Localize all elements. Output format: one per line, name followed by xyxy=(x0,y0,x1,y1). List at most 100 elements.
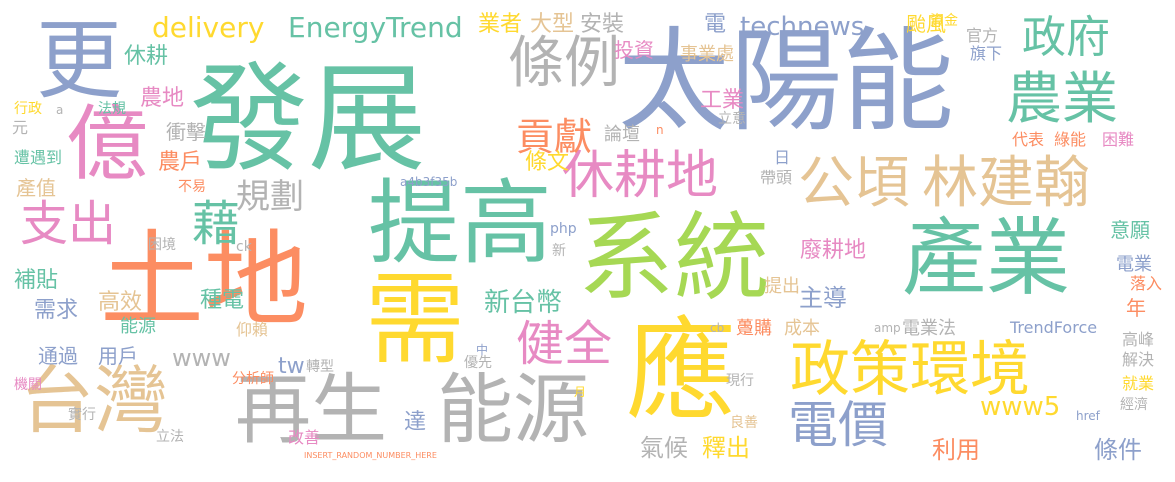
cloud-word: 高效 xyxy=(98,290,143,315)
cloud-word: 行政 xyxy=(14,101,42,117)
cloud-word: 補貼 xyxy=(14,268,59,293)
cloud-word: 種電 xyxy=(200,288,245,313)
cloud-word: 落入 xyxy=(1130,274,1163,293)
cloud-word: 業者 xyxy=(478,12,523,37)
cloud-word: 政策環境 xyxy=(790,335,1030,405)
cloud-word: 帶頭 xyxy=(760,168,793,187)
cloud-word: 貢獻 xyxy=(516,115,593,159)
cloud-word: 元 xyxy=(12,118,29,137)
cloud-word: 事業處 xyxy=(680,44,734,65)
cloud-word: 仰賴 xyxy=(236,320,269,339)
cloud-word: n xyxy=(656,123,664,137)
cloud-word: 台灣 xyxy=(20,358,168,444)
cloud-word: delivery xyxy=(152,11,265,44)
cloud-word: 新 xyxy=(552,243,566,259)
cloud-word: 工業 xyxy=(700,88,745,113)
cloud-word: 遭遇到 xyxy=(14,148,63,167)
cloud-word: 解決 xyxy=(1122,350,1155,369)
cloud-word: 大型 xyxy=(530,12,575,37)
cloud-word: 分析師 xyxy=(232,371,274,387)
cloud-word: 廢耕地 xyxy=(800,238,867,263)
cloud-word: 利用 xyxy=(932,436,980,464)
cloud-word: 用戶 xyxy=(98,344,138,368)
cloud-word: 能源 xyxy=(437,365,589,454)
cloud-word: 提出 xyxy=(764,276,800,297)
cloud-word: 電 xyxy=(704,12,727,37)
cloud-word: 再生 xyxy=(235,365,387,454)
cloud-word: TrendForce xyxy=(1010,318,1098,337)
cloud-word: 法規 xyxy=(98,101,126,117)
cloud-word: 電業 xyxy=(1116,254,1152,275)
cloud-word: 高峰 xyxy=(1122,330,1155,349)
cloud-word: 電業法 xyxy=(902,318,956,339)
cloud-word: 提高 xyxy=(368,170,553,277)
cloud-word: technews xyxy=(740,12,865,42)
cloud-word: 公頃 xyxy=(798,151,910,216)
cloud-word: 就業 xyxy=(1122,374,1155,393)
cloud-word: 年 xyxy=(1126,296,1146,320)
cloud-word: 經濟 xyxy=(1120,397,1148,413)
cloud-word: php xyxy=(550,221,577,237)
cloud-word: 林建翰 xyxy=(922,151,1090,216)
cloud-word: 通過 xyxy=(38,344,78,368)
cloud-word: ck xyxy=(236,239,252,255)
cloud-word: 月 xyxy=(574,385,587,399)
cloud-word: 發展 xyxy=(190,50,427,188)
cloud-word: www xyxy=(172,344,231,372)
cloud-word: 達 xyxy=(404,410,427,435)
cloud-word: 更 xyxy=(36,11,122,111)
cloud-word: 困境 xyxy=(148,237,176,253)
cloud-word: 困難 xyxy=(1102,130,1135,149)
cloud-word: 良善 xyxy=(730,415,758,431)
cloud-word: tw xyxy=(278,354,305,379)
cloud-word: 系統 xyxy=(578,202,770,314)
cloud-word: EnergyTrend xyxy=(288,11,463,44)
cloud-word: 轉型 xyxy=(306,359,334,375)
cloud-word: 機關 xyxy=(14,377,42,393)
cloud-word: amp xyxy=(874,321,901,335)
cloud-word: 新台幣 xyxy=(484,288,563,318)
cloud-word: 政府 xyxy=(1022,12,1110,63)
cloud-word: 農地 xyxy=(140,86,185,111)
cloud-word: 投資 xyxy=(614,38,654,62)
cloud-word: 官方 xyxy=(966,26,999,45)
cloud-word: 產值 xyxy=(16,176,56,200)
cloud-word: 立法 xyxy=(156,429,184,445)
cloud-word: 休耕地 xyxy=(562,146,719,206)
cloud-word: 條文 xyxy=(525,150,570,175)
cloud-word: href xyxy=(1076,409,1100,423)
cloud-word: 資金 xyxy=(930,13,958,29)
cloud-word: 中 xyxy=(476,343,489,357)
cloud-word: 氣候 xyxy=(640,434,688,462)
cloud-word: 能源 xyxy=(120,316,156,337)
cloud-word: 電價 xyxy=(788,396,888,454)
cloud-word: 躉購 xyxy=(736,318,772,339)
cloud-word: 條例 xyxy=(508,31,620,96)
cloud-word: 需 xyxy=(365,261,465,378)
cloud-word: 支出 xyxy=(20,196,117,252)
cloud-word: 安裝 xyxy=(580,12,625,37)
cloud-word: 意願 xyxy=(1110,218,1150,242)
cloud-word: 土地 xyxy=(100,219,309,341)
cloud-word: 衝擊 xyxy=(166,120,206,144)
cloud-word: 億 xyxy=(66,97,149,192)
cloud-word: INSERT_RANDOM_NUMBER_HERE xyxy=(304,451,437,460)
cloud-word: 颱風 xyxy=(906,12,946,36)
cloud-word: 規劃 xyxy=(236,177,304,217)
cloud-word: 條件 xyxy=(1094,436,1142,464)
cloud-word: 代表 xyxy=(1012,130,1045,149)
cloud-word: 論壇 xyxy=(604,124,640,145)
cloud-word: 日 xyxy=(774,148,791,167)
cloud-word: 需求 xyxy=(34,298,79,323)
cloud-word: 太陽能 xyxy=(618,17,954,147)
cloud-word: 優先 xyxy=(464,355,492,371)
cloud-word: www5 xyxy=(980,392,1061,422)
cloud-word: 立意 xyxy=(718,111,746,127)
cloud-word: 成本 xyxy=(784,318,820,339)
cloud-word: 不易 xyxy=(178,179,206,195)
cloud-word: a xyxy=(56,103,64,117)
cloud-word: 旗下 xyxy=(970,44,1003,63)
cloud-word: 產業 xyxy=(902,209,1071,307)
cloud-word: cb xyxy=(710,321,725,335)
